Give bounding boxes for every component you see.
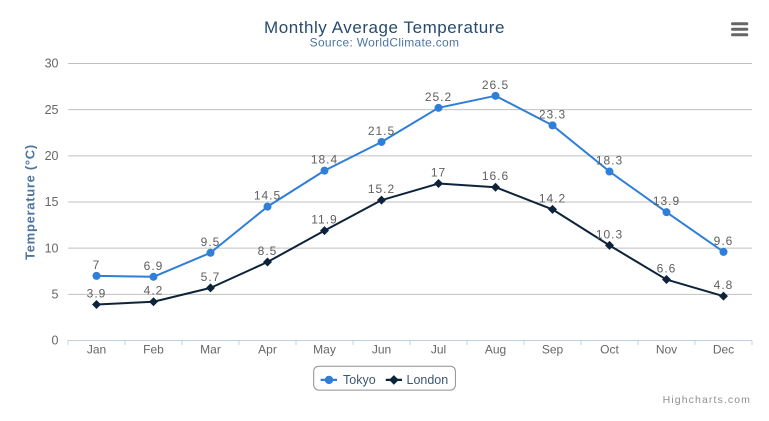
svg-text:Jul: Jul bbox=[431, 343, 446, 357]
svg-text:15.2: 15.2 bbox=[368, 182, 395, 196]
svg-text:Tokyo: Tokyo bbox=[343, 373, 376, 387]
svg-text:Nov: Nov bbox=[656, 343, 677, 357]
svg-text:Jan: Jan bbox=[87, 343, 106, 357]
svg-text:8.5: 8.5 bbox=[258, 244, 278, 258]
svg-text:13.9: 13.9 bbox=[653, 194, 680, 208]
svg-text:Temperature (°C): Temperature (°C) bbox=[23, 144, 38, 260]
svg-text:London: London bbox=[407, 373, 449, 387]
svg-text:9.6: 9.6 bbox=[714, 234, 734, 248]
svg-text:17: 17 bbox=[431, 166, 446, 180]
svg-text:16.6: 16.6 bbox=[482, 169, 509, 183]
svg-text:4.8: 4.8 bbox=[714, 278, 734, 292]
svg-text:Aug: Aug bbox=[485, 343, 506, 357]
svg-text:0: 0 bbox=[52, 334, 59, 348]
svg-text:21.5: 21.5 bbox=[368, 124, 395, 138]
svg-text:30: 30 bbox=[45, 57, 59, 71]
svg-text:9.5: 9.5 bbox=[201, 235, 221, 249]
svg-text:Source: WorldClimate.com: Source: WorldClimate.com bbox=[310, 36, 460, 50]
svg-text:5: 5 bbox=[52, 288, 59, 302]
svg-text:Jun: Jun bbox=[372, 343, 391, 357]
svg-text:7: 7 bbox=[93, 258, 101, 272]
svg-text:May: May bbox=[313, 343, 336, 357]
svg-text:Monthly Average Temperature: Monthly Average Temperature bbox=[264, 18, 505, 37]
svg-text:14.2: 14.2 bbox=[539, 191, 566, 205]
svg-text:25: 25 bbox=[45, 103, 59, 117]
svg-text:25.2: 25.2 bbox=[425, 90, 452, 104]
svg-text:18.4: 18.4 bbox=[311, 153, 338, 167]
svg-text:Sep: Sep bbox=[542, 343, 564, 357]
svg-text:20: 20 bbox=[45, 149, 59, 163]
svg-text:10: 10 bbox=[45, 241, 59, 255]
svg-text:18.3: 18.3 bbox=[596, 154, 623, 168]
svg-text:23.3: 23.3 bbox=[539, 107, 566, 121]
svg-text:14.5: 14.5 bbox=[254, 189, 281, 203]
svg-text:5.7: 5.7 bbox=[201, 270, 221, 284]
svg-text:6.9: 6.9 bbox=[144, 259, 164, 273]
svg-text:Dec: Dec bbox=[713, 343, 734, 357]
svg-text:4.2: 4.2 bbox=[144, 284, 164, 298]
svg-text:Apr: Apr bbox=[258, 343, 277, 357]
svg-text:10.3: 10.3 bbox=[596, 227, 623, 241]
svg-text:Mar: Mar bbox=[200, 343, 221, 357]
svg-text:3.9: 3.9 bbox=[87, 286, 107, 300]
svg-text:11.9: 11.9 bbox=[311, 213, 337, 227]
svg-text:Feb: Feb bbox=[143, 343, 164, 357]
svg-text:6.6: 6.6 bbox=[657, 262, 677, 276]
svg-text:15: 15 bbox=[45, 195, 59, 209]
svg-text:26.5: 26.5 bbox=[482, 78, 509, 92]
svg-text:Highcharts.com: Highcharts.com bbox=[663, 394, 751, 406]
svg-text:Oct: Oct bbox=[600, 343, 619, 357]
